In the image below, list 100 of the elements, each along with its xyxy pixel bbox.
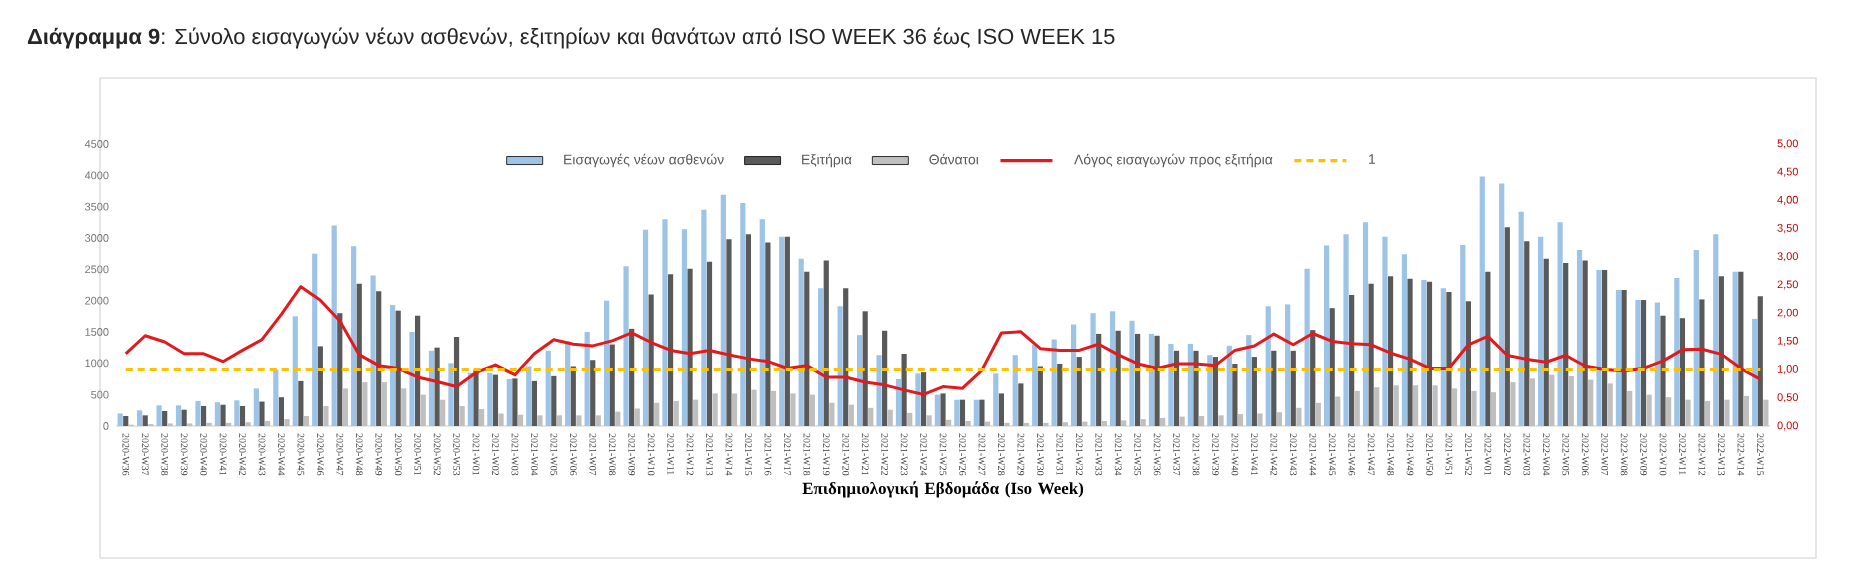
bar: [117, 413, 123, 426]
bar: [1635, 300, 1641, 426]
bar: [253, 388, 259, 426]
bar: [1057, 363, 1063, 426]
bar: [915, 373, 921, 426]
bar: [234, 400, 240, 426]
bar: [1343, 234, 1349, 426]
bar: [1440, 288, 1446, 426]
bar: [162, 410, 168, 426]
bar: [1563, 263, 1569, 426]
bar: [798, 258, 804, 426]
bar: [1076, 357, 1082, 426]
bar: [137, 410, 143, 426]
bar: [837, 306, 843, 426]
bar: [1615, 290, 1622, 426]
bar: [506, 379, 512, 426]
bar: [1271, 350, 1277, 426]
bar: [195, 400, 201, 426]
bar: [1518, 211, 1524, 426]
bar: [1538, 236, 1544, 426]
bar: [278, 397, 285, 426]
bar: [590, 360, 596, 426]
bar: [512, 378, 518, 426]
bar: [1193, 350, 1199, 426]
bar: [1265, 306, 1271, 426]
bar: [545, 350, 551, 426]
bar: [487, 372, 493, 426]
bar: [629, 328, 635, 426]
bar: [434, 347, 440, 426]
bar: [292, 316, 298, 426]
bar: [720, 194, 726, 426]
bar: [570, 366, 576, 426]
bar: [667, 274, 674, 426]
bar: [415, 315, 421, 426]
bar: [1752, 318, 1758, 426]
bar: [779, 236, 785, 426]
bar: [214, 402, 221, 426]
bar: [1460, 244, 1466, 426]
chart-title: Διάγραμμα 9: Σύνολο εισαγωγών νέων ασθενών, εξιτηρίων και θανάτων από ISO WEEK 36 έως ISO WEEK 15: [27, 27, 1115, 49]
bar: [993, 373, 999, 426]
bar: [1465, 301, 1471, 426]
bar: [1154, 335, 1160, 426]
bar: [1421, 279, 1427, 426]
bar: [473, 369, 479, 426]
bar: [337, 313, 343, 426]
bar: [687, 268, 693, 426]
bar: [843, 288, 849, 426]
bar: [1382, 236, 1388, 426]
bar: [706, 261, 713, 426]
bar: [220, 404, 226, 426]
bar: [1693, 249, 1699, 426]
bar: [604, 300, 610, 426]
bar: [395, 310, 401, 426]
bar: [1732, 271, 1738, 426]
bar: [448, 363, 454, 426]
line-series: [124, 285, 1762, 396]
bar: [1679, 318, 1686, 426]
bar: [1246, 335, 1252, 426]
bar: [998, 393, 1004, 426]
bar: [1368, 283, 1374, 426]
bar: [1148, 333, 1155, 426]
bar: [818, 288, 824, 426]
bar: [1596, 269, 1602, 426]
bar: [804, 271, 810, 426]
bar: [1173, 350, 1180, 426]
bar: [565, 341, 571, 426]
bar: [175, 405, 182, 426]
bar: [856, 335, 863, 426]
bar: [745, 234, 752, 426]
bar: [1090, 313, 1096, 426]
bar: [389, 305, 396, 426]
bar: [1446, 291, 1452, 426]
bar: [1713, 234, 1719, 426]
bar: [1310, 330, 1316, 426]
bar: [531, 380, 537, 426]
x-axis-title: Επιδημιολογική Εβδομάδα (Iso Week): [802, 481, 1084, 498]
bar: [1329, 308, 1335, 426]
bar: [273, 369, 279, 426]
bar: [1115, 330, 1121, 426]
bar: [934, 394, 941, 426]
bar: [1654, 302, 1660, 426]
bar: [740, 202, 746, 426]
bar: [623, 266, 629, 426]
bar: [1032, 344, 1038, 426]
bar: [1699, 299, 1705, 426]
bar: [1660, 315, 1666, 426]
bar: [317, 346, 323, 426]
bar: [1718, 276, 1724, 426]
bar: [1135, 333, 1141, 426]
bar: [298, 380, 304, 426]
bar: [1012, 355, 1018, 426]
bar: [1621, 290, 1627, 426]
bar: [765, 242, 771, 426]
bar: [1499, 183, 1505, 426]
bar: [1504, 227, 1510, 426]
bar: [1602, 269, 1608, 426]
bar: [1738, 271, 1744, 426]
bar: [1168, 343, 1174, 426]
bar: [1349, 295, 1355, 426]
bar: [1674, 278, 1680, 426]
